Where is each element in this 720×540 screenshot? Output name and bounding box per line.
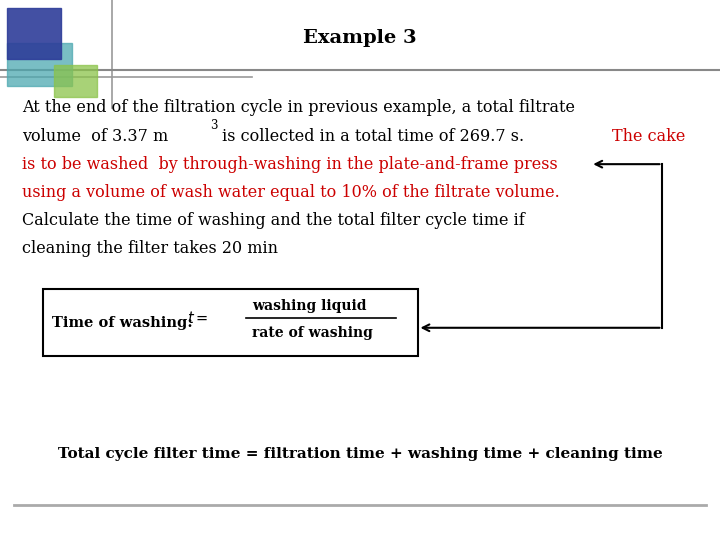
Text: washing liquid: washing liquid <box>252 300 366 313</box>
Bar <box>43 289 418 356</box>
Text: $t =$: $t =$ <box>187 310 208 326</box>
Text: At the end of the filtration cycle in previous example, a total filtrate: At the end of the filtration cycle in pr… <box>22 99 575 117</box>
Text: Time of washing:: Time of washing: <box>52 316 192 329</box>
Text: is collected in a total time of 269.7 s.: is collected in a total time of 269.7 s. <box>217 127 530 145</box>
Bar <box>54 65 97 97</box>
Text: 3: 3 <box>210 119 217 132</box>
Text: is to be washed  by through-washing in the plate-and-frame press: is to be washed by through-washing in th… <box>22 156 557 173</box>
Text: cleaning the filter takes 20 min: cleaning the filter takes 20 min <box>22 240 278 257</box>
Text: rate of washing: rate of washing <box>252 327 373 340</box>
Text: Calculate the time of washing and the total filter cycle time if: Calculate the time of washing and the to… <box>22 212 524 229</box>
Text: using a volume of wash water equal to 10% of the filtrate volume.: using a volume of wash water equal to 10… <box>22 184 559 201</box>
Text: The cake: The cake <box>612 127 685 145</box>
Bar <box>7 8 61 59</box>
Text: volume  of 3.37 m: volume of 3.37 m <box>22 127 168 145</box>
Text: Example 3: Example 3 <box>303 29 417 47</box>
Bar <box>7 43 72 86</box>
Text: Total cycle filter time = filtration time + washing time + cleaning time: Total cycle filter time = filtration tim… <box>58 447 662 461</box>
